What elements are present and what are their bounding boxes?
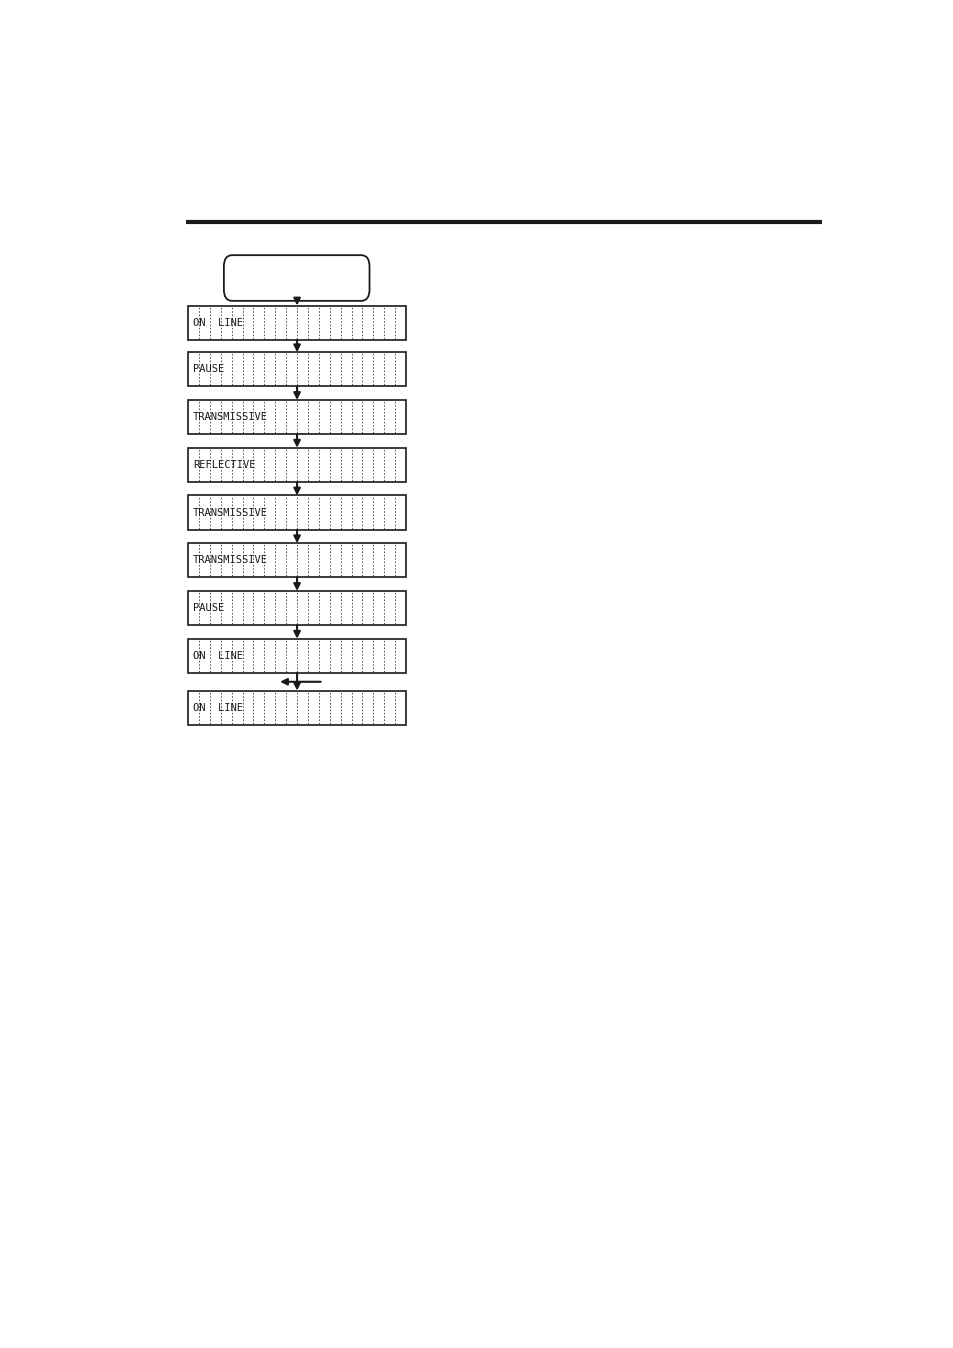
Text: PAUSE: PAUSE (193, 603, 224, 613)
Text: TRANSMISSIVE: TRANSMISSIVE (193, 412, 268, 422)
Bar (188, 543, 406, 577)
FancyBboxPatch shape (224, 255, 369, 301)
Text: ON  LINE: ON LINE (193, 318, 243, 328)
Bar (188, 639, 406, 673)
Text: ON  LINE: ON LINE (193, 651, 243, 661)
Text: REFLECTIVE: REFLECTIVE (193, 460, 255, 470)
Bar (188, 306, 406, 340)
Bar (188, 352, 406, 387)
Text: TRANSMISSIVE: TRANSMISSIVE (193, 508, 268, 518)
Bar (188, 448, 406, 483)
Text: PAUSE: PAUSE (193, 364, 224, 375)
Bar (188, 400, 406, 434)
Bar (188, 690, 406, 725)
Bar (188, 496, 406, 530)
Text: TRANSMISSIVE: TRANSMISSIVE (193, 555, 268, 565)
Text: ON  LINE: ON LINE (193, 702, 243, 713)
Bar (188, 590, 406, 625)
